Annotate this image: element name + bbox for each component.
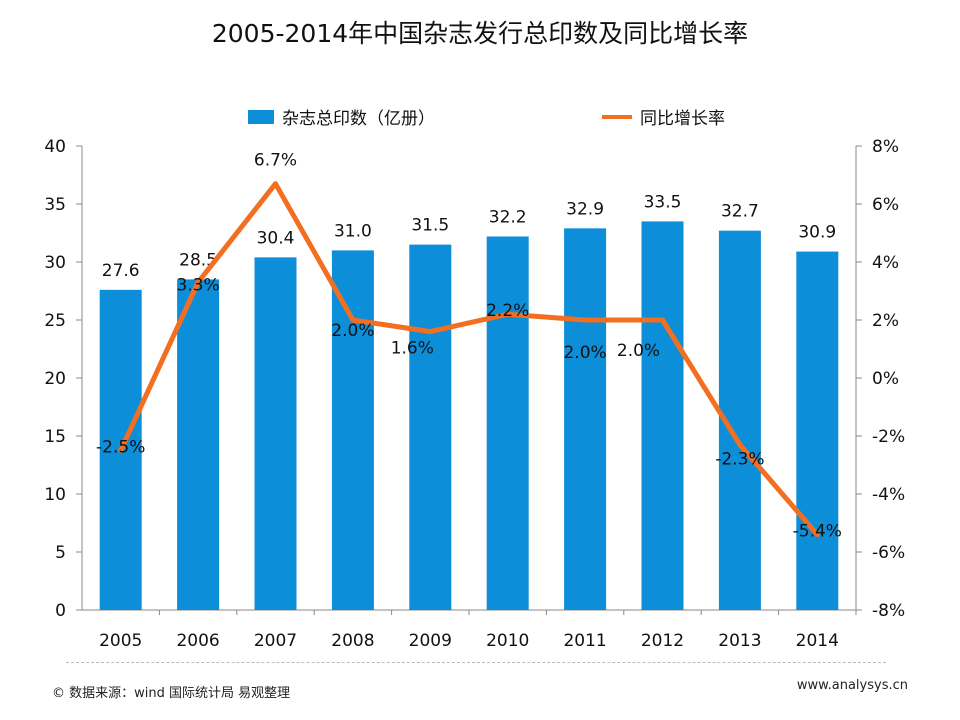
growth-rate-line (118, 181, 820, 538)
bar-label-2009: 31.5 (411, 216, 449, 236)
x-tick-label-2009: 2009 (409, 631, 452, 651)
rate-label-2005: -2.5% (96, 438, 145, 458)
x-tick-label-2008: 2008 (331, 631, 374, 651)
footer-divider (66, 662, 886, 663)
right-tick-label: -4% (872, 485, 905, 505)
left-tick-label: 0 (55, 601, 66, 621)
rate-label-2006: 3.3% (176, 275, 219, 295)
left-tick-label: 30 (44, 253, 66, 273)
rate-label-2008: 2.0% (331, 321, 374, 341)
x-tick-label-2007: 2007 (254, 631, 297, 651)
right-tick-label: 8% (872, 137, 899, 157)
bar-2010 (486, 236, 529, 611)
rate-label-2014: -5.4% (793, 522, 842, 542)
bar-label-2008: 31.0 (334, 221, 372, 241)
rate-label-2009: 1.6% (391, 339, 434, 359)
left-tick-label: 15 (44, 427, 66, 447)
x-tick-label-2010: 2010 (486, 631, 529, 651)
bar-2006 (177, 279, 220, 610)
x-tick-label-2014: 2014 (796, 631, 839, 651)
rate-label-2013: -2.3% (715, 450, 764, 470)
right-tick-label: 4% (872, 253, 899, 273)
bar-label-2005: 27.6 (102, 261, 140, 281)
bar-label-2010: 32.2 (489, 207, 527, 227)
legend: 杂志总印数（亿册） 同比增长率 (0, 104, 960, 130)
right-tick-label: 2% (872, 311, 899, 331)
chart-title: 2005-2014年中国杂志发行总印数及同比增长率 (211, 19, 749, 48)
left-tick-label: 10 (44, 485, 66, 505)
left-tick-label: 20 (44, 369, 66, 389)
x-tick-label-2011: 2011 (563, 631, 606, 651)
source-note: © 数据来源：wind 国际统计局 易观整理 (52, 686, 291, 701)
bar-2012 (641, 221, 684, 610)
x-tick-label-2012: 2012 (641, 631, 684, 651)
right-tick-label: 0% (872, 369, 899, 389)
bar-label-2013: 32.7 (721, 202, 759, 222)
legend-label-bars: 杂志总印数（亿册） (282, 109, 435, 129)
bar-label-2014: 30.9 (798, 223, 836, 243)
bar-2009 (409, 244, 452, 610)
x-tick-label-2013: 2013 (718, 631, 761, 651)
legend-swatch-bar (248, 109, 274, 124)
bar-2011 (564, 228, 607, 611)
rate-label-2012: 2.0% (617, 341, 660, 361)
left-tick-label: 40 (44, 137, 66, 157)
legend-item-line: 同比增长率 (602, 104, 725, 129)
bar-label-2012: 33.5 (644, 192, 682, 212)
rate-label-2011: 2.0% (563, 343, 606, 363)
rate-label-2010: 2.2% (486, 301, 529, 321)
x-tick-label-2006: 2006 (176, 631, 219, 651)
rate-label-2007: 6.7% (254, 151, 297, 171)
bar-label-2007: 30.4 (257, 228, 295, 248)
left-tick-label: 5 (55, 543, 66, 563)
right-tick-label: -8% (872, 601, 905, 621)
bar-2008 (331, 250, 374, 610)
bar-label-2006: 28.5 (179, 250, 217, 270)
left-tick-label: 35 (44, 195, 66, 215)
site-url: www.analysys.cn (796, 678, 908, 693)
legend-swatch-line (602, 114, 632, 119)
right-tick-label: -2% (872, 427, 905, 447)
right-tick-label: -6% (872, 543, 905, 563)
bar-2007 (254, 257, 297, 610)
left-tick-label: 25 (44, 311, 66, 331)
bar-label-2011: 32.9 (566, 199, 604, 219)
legend-label-line: 同比增长率 (640, 109, 725, 129)
right-tick-label: 6% (872, 195, 899, 215)
bar-2014 (796, 251, 839, 610)
legend-item-bars: 杂志总印数（亿册） (248, 104, 435, 129)
x-tick-label-2005: 2005 (99, 631, 142, 651)
